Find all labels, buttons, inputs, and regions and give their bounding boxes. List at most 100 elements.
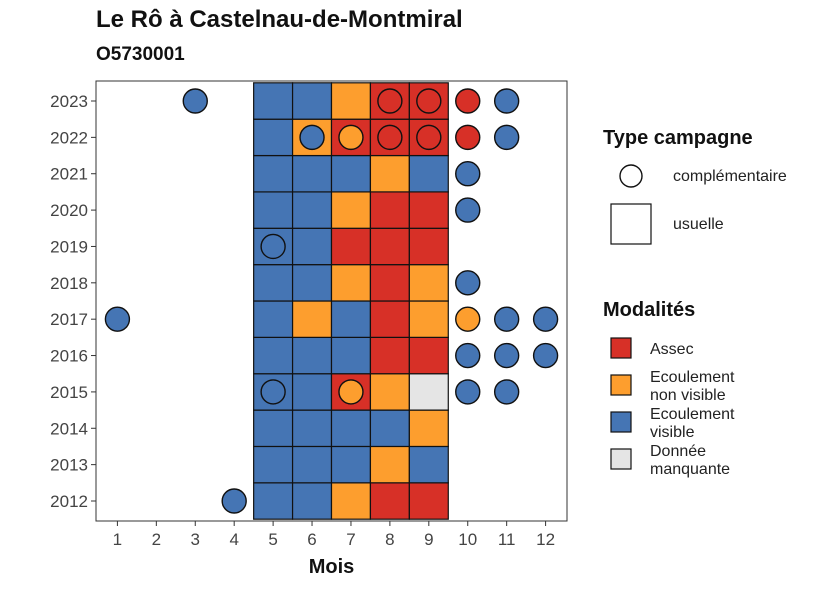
complementaire-point-2015-10 [455, 379, 481, 405]
complementaire-point-2023-10 [455, 88, 481, 114]
usuelle-cells [253, 82, 449, 520]
legend-modalites-title: Modalités [603, 299, 695, 321]
usuelle-cell-2021-6 [291, 154, 333, 193]
x-tick-label-6: 6 [307, 530, 316, 549]
usuelle-cell-2018-8 [369, 264, 410, 302]
legend-swatch-ecv [610, 411, 632, 433]
legend-label-nd-0: Donnée [650, 443, 706, 460]
usuelle-cell-2013-6 [291, 445, 333, 484]
complementaire-point-2017-10 [455, 306, 481, 332]
usuelle-cell-2016-7 [330, 336, 372, 375]
legend-key-complementaire [619, 164, 643, 188]
legend-label-assec-0: Assec [650, 341, 694, 358]
usuelle-cell-2016-5 [253, 336, 294, 375]
complementaire-point-2019-5 [260, 233, 286, 260]
complementaire-points [104, 88, 559, 514]
x-axis-title: Mois [309, 556, 355, 578]
complementaire-point-2015-7 [338, 379, 364, 405]
complementaire-point-2017-11 [493, 306, 520, 332]
usuelle-cell-2012-6 [291, 482, 333, 520]
y-tick-label-2022: 2022 [50, 128, 88, 147]
y-tick-label-2016: 2016 [50, 347, 88, 366]
usuelle-cell-2015-8 [369, 373, 410, 411]
y-tick-label-2017: 2017 [50, 310, 88, 329]
complementaire-point-2022-8 [377, 124, 403, 151]
legend-label-ecnv-0: Ecoulement [650, 369, 735, 386]
complementaire-point-2018-10 [455, 270, 481, 296]
usuelle-cell-2014-6 [291, 409, 333, 448]
y-axis: 2012 2013 2014 2015 2016 2017 2018 2019 2020 2021… [50, 92, 96, 511]
usuelle-cell-2023-7 [330, 82, 372, 120]
x-tick-label-12: 12 [536, 530, 555, 549]
usuelle-cell-2020-5 [253, 191, 294, 229]
usuelle-cell-2015-6 [291, 373, 333, 411]
usuelle-cell-2014-9 [408, 409, 449, 448]
complementaire-point-2023-11 [493, 88, 520, 114]
usuelle-cell-2017-6 [291, 300, 333, 338]
legend-swatch-ecnv [610, 374, 632, 396]
legend-label-ecnv-1: non visible [650, 387, 726, 404]
usuelle-cell-2019-8 [369, 227, 410, 266]
legend-label-usuelle: usuelle [673, 216, 724, 233]
x-tick-label-2: 2 [152, 530, 161, 549]
complementaire-point-2022-11 [493, 124, 520, 151]
usuelle-cell-2022-5 [253, 118, 294, 157]
legend-label-complementaire: complémentaire [673, 168, 787, 185]
complementaire-point-2020-10 [455, 197, 481, 223]
usuelle-cell-2021-5 [253, 154, 294, 193]
usuelle-cell-2017-5 [253, 300, 294, 338]
complementaire-point-2022-10 [455, 124, 481, 151]
legend-swatch-assec [610, 337, 632, 359]
x-tick-label-5: 5 [268, 530, 277, 549]
complementaire-point-2016-11 [493, 342, 520, 369]
complementaire-point-2021-10 [455, 161, 481, 187]
usuelle-cell-2012-7 [330, 482, 372, 520]
y-tick-label-2012: 2012 [50, 492, 88, 511]
legend-swatch-nd [610, 448, 632, 470]
complementaire-point-2022-6 [299, 124, 325, 151]
usuelle-cell-2012-8 [369, 482, 410, 520]
usuelle-cell-2018-6 [291, 264, 333, 302]
y-tick-label-2013: 2013 [50, 456, 88, 475]
usuelle-cell-2012-9 [408, 482, 449, 520]
plot-panel-border [95, 80, 568, 522]
y-tick-label-2015: 2015 [50, 383, 88, 402]
usuelle-cell-2012-5 [253, 482, 294, 520]
legend-key-usuelle [610, 203, 652, 245]
usuelle-cell-2017-7 [330, 300, 372, 338]
usuelle-cell-2021-8 [369, 154, 410, 193]
usuelle-cell-2018-9 [408, 264, 449, 302]
usuelle-cell-2016-6 [291, 336, 333, 375]
complementaire-point-2016-10 [455, 342, 481, 369]
usuelle-cell-2021-9 [408, 154, 449, 193]
y-tick-label-2018: 2018 [50, 274, 88, 293]
complementaire-point-2022-9 [416, 124, 442, 151]
usuelle-cell-2016-9 [408, 336, 449, 375]
x-tick-label-4: 4 [229, 530, 238, 549]
usuelle-cell-2015-9 [408, 373, 449, 411]
x-tick-label-7: 7 [346, 530, 355, 549]
legend-label-ecv-1: visible [650, 424, 695, 441]
x-axis: 1 2 3 4 5 6 7 8 9 10 11 12 [113, 521, 555, 549]
usuelle-cell-2019-6 [291, 227, 333, 266]
chart-title: Le Rô à Castelnau-de-Montmiral [96, 6, 463, 33]
usuelle-cell-2013-7 [330, 445, 372, 484]
legend-type-title: Type campagne [603, 127, 753, 149]
usuelle-cell-2017-8 [369, 300, 410, 338]
usuelle-cell-2019-9 [408, 227, 449, 266]
y-tick-label-2023: 2023 [50, 92, 88, 111]
complementaire-point-2023-9 [416, 88, 442, 114]
usuelle-cell-2017-9 [408, 300, 449, 338]
usuelle-cell-2020-8 [369, 191, 410, 229]
usuelle-cell-2023-5 [253, 82, 294, 120]
usuelle-cell-2013-5 [253, 445, 294, 484]
complementaire-point-2017-12 [532, 306, 559, 332]
x-tick-label-10: 10 [458, 530, 477, 549]
legend-label-ecv-0: Ecoulement [650, 406, 735, 423]
usuelle-cell-2013-9 [408, 445, 449, 484]
usuelle-cell-2014-5 [253, 409, 294, 448]
usuelle-cell-2014-8 [369, 409, 410, 448]
complementaire-point-2012-4 [221, 488, 247, 514]
x-tick-label-3: 3 [191, 530, 200, 549]
